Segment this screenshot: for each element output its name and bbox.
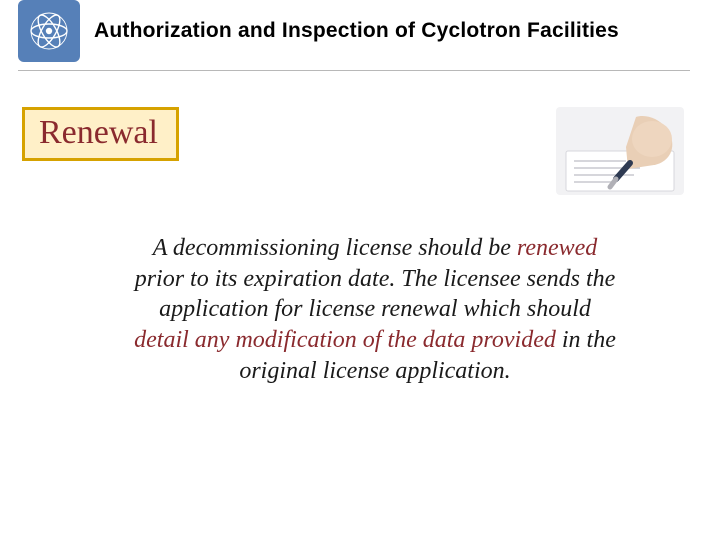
section-title-box: Renewal	[22, 107, 179, 161]
body-highlight-2: detail any modification of the data prov…	[134, 327, 556, 353]
page-title: Authorization and Inspection of Cyclotro…	[94, 19, 619, 43]
atom-icon	[24, 6, 74, 56]
body-highlight-1: renewed	[517, 235, 597, 261]
writing-illustration	[556, 107, 684, 195]
header-bar: Authorization and Inspection of Cyclotro…	[0, 0, 720, 62]
iaea-logo	[18, 0, 80, 62]
section-row: Renewal	[0, 107, 720, 195]
body-paragraph: A decommissioning license should be rene…	[0, 233, 720, 387]
header-underline	[18, 70, 690, 71]
body-text-1: A decommissioning license should be	[153, 235, 517, 261]
section-title: Renewal	[39, 114, 158, 151]
body-text-2: prior to its expiration date. The licens…	[135, 266, 616, 323]
